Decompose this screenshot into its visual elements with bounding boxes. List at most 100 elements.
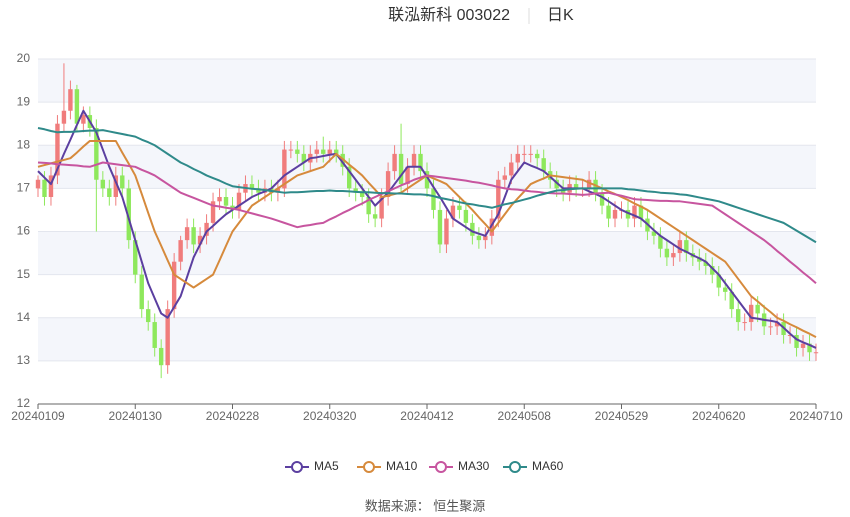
candle-body — [677, 240, 683, 254]
candle-body — [625, 209, 631, 219]
candle-body — [327, 149, 332, 154]
candle-body — [385, 171, 391, 197]
y-tick-label: 15 — [17, 267, 31, 281]
candle-body — [768, 326, 773, 328]
candle-body — [184, 227, 190, 241]
candle-body — [359, 192, 365, 197]
candle-body — [807, 343, 812, 353]
candle-body — [171, 261, 177, 310]
candle-body — [528, 153, 533, 155]
candle-body — [74, 89, 80, 124]
legend-item: MA10 — [357, 459, 418, 473]
candle-body — [334, 149, 339, 154]
candle-body — [321, 149, 326, 154]
candle-body — [710, 266, 715, 275]
candle-body — [651, 231, 657, 236]
candle-body — [295, 149, 300, 154]
x-tick-label: 20240508 — [498, 409, 552, 423]
candle-body — [489, 218, 495, 236]
candle-body — [418, 153, 423, 172]
candle-body — [204, 222, 209, 236]
candle-body — [288, 149, 294, 151]
candle-body — [301, 153, 307, 163]
candle-body — [606, 205, 611, 219]
y-tick-label: 14 — [17, 310, 31, 324]
candle-body — [191, 227, 196, 245]
candle-body — [126, 188, 131, 241]
candle-body — [496, 179, 501, 219]
candle-body — [55, 123, 60, 176]
ma-line — [37, 127, 817, 244]
candle-body — [217, 197, 222, 202]
candle-body — [165, 309, 170, 366]
candle-body — [742, 322, 747, 324]
y-tick-label: 17 — [17, 181, 31, 195]
candle-body — [697, 257, 702, 262]
candle-body — [573, 184, 579, 189]
candle-body — [35, 179, 41, 189]
candle-body — [398, 153, 404, 185]
candle-body — [100, 179, 106, 189]
candle-body — [249, 184, 255, 189]
candle-body — [210, 201, 216, 223]
candle-body — [405, 166, 410, 185]
candle-body — [450, 205, 456, 219]
candle-body — [800, 343, 806, 348]
candle-body — [113, 175, 118, 197]
candle-body — [457, 205, 462, 210]
ma-line — [37, 109, 817, 349]
candle-body — [282, 149, 287, 189]
legend-marker — [509, 461, 521, 473]
candle-body — [424, 171, 430, 189]
candle-body — [535, 153, 540, 159]
candle-body — [723, 287, 728, 292]
candle-body — [671, 253, 676, 258]
candle-body — [703, 261, 708, 266]
chart-subtitle: 日K — [547, 7, 574, 24]
candle-body — [684, 240, 689, 254]
candle-body — [736, 309, 741, 323]
x-tick-label: 20240710 — [789, 409, 843, 423]
legend-item: MA5 — [285, 459, 339, 473]
candle-body — [347, 166, 352, 189]
legend-label: MA5 — [314, 459, 339, 473]
legend-item: MA60 — [503, 459, 564, 473]
candle-body — [658, 235, 663, 249]
legend: MA5 MA10 MA30 MA60 — [285, 459, 564, 473]
candle-body — [314, 149, 319, 154]
candle-body — [444, 218, 449, 245]
candle-body — [787, 335, 793, 336]
candle-body — [256, 188, 261, 193]
candle-body — [431, 188, 436, 210]
grid-band — [38, 59, 816, 103]
y-tick-label: 20 — [17, 51, 31, 65]
ma-line — [37, 161, 817, 285]
candle-body — [755, 304, 760, 314]
candle-body — [437, 209, 443, 245]
candle-body — [236, 192, 242, 210]
candle-body — [411, 153, 417, 167]
legend-label: MA60 — [532, 459, 564, 473]
x-tick-label: 20240620 — [692, 409, 746, 423]
candle-body — [502, 175, 507, 180]
candle-body — [774, 322, 780, 327]
legend-marker — [363, 461, 375, 473]
candle-body — [794, 335, 799, 348]
x-tick-label: 20240529 — [595, 409, 649, 423]
candle-body — [664, 248, 670, 258]
candle-body — [638, 205, 644, 219]
candle-body — [515, 153, 520, 163]
candle-body — [729, 291, 734, 310]
candle-body — [107, 188, 112, 197]
candle-body — [716, 274, 721, 288]
candle-body — [476, 235, 482, 241]
y-tick-label: 19 — [17, 94, 31, 108]
chart-title: 联泓新科 003022 — [388, 6, 510, 24]
candle-body — [599, 192, 605, 206]
candle-body — [81, 115, 86, 124]
candle-body — [178, 240, 183, 262]
plot-area: 12 13 14 15 16 17 18 19 20 20240109 20240130 202402… — [11, 51, 843, 423]
y-tick-label: 12 — [17, 396, 31, 410]
